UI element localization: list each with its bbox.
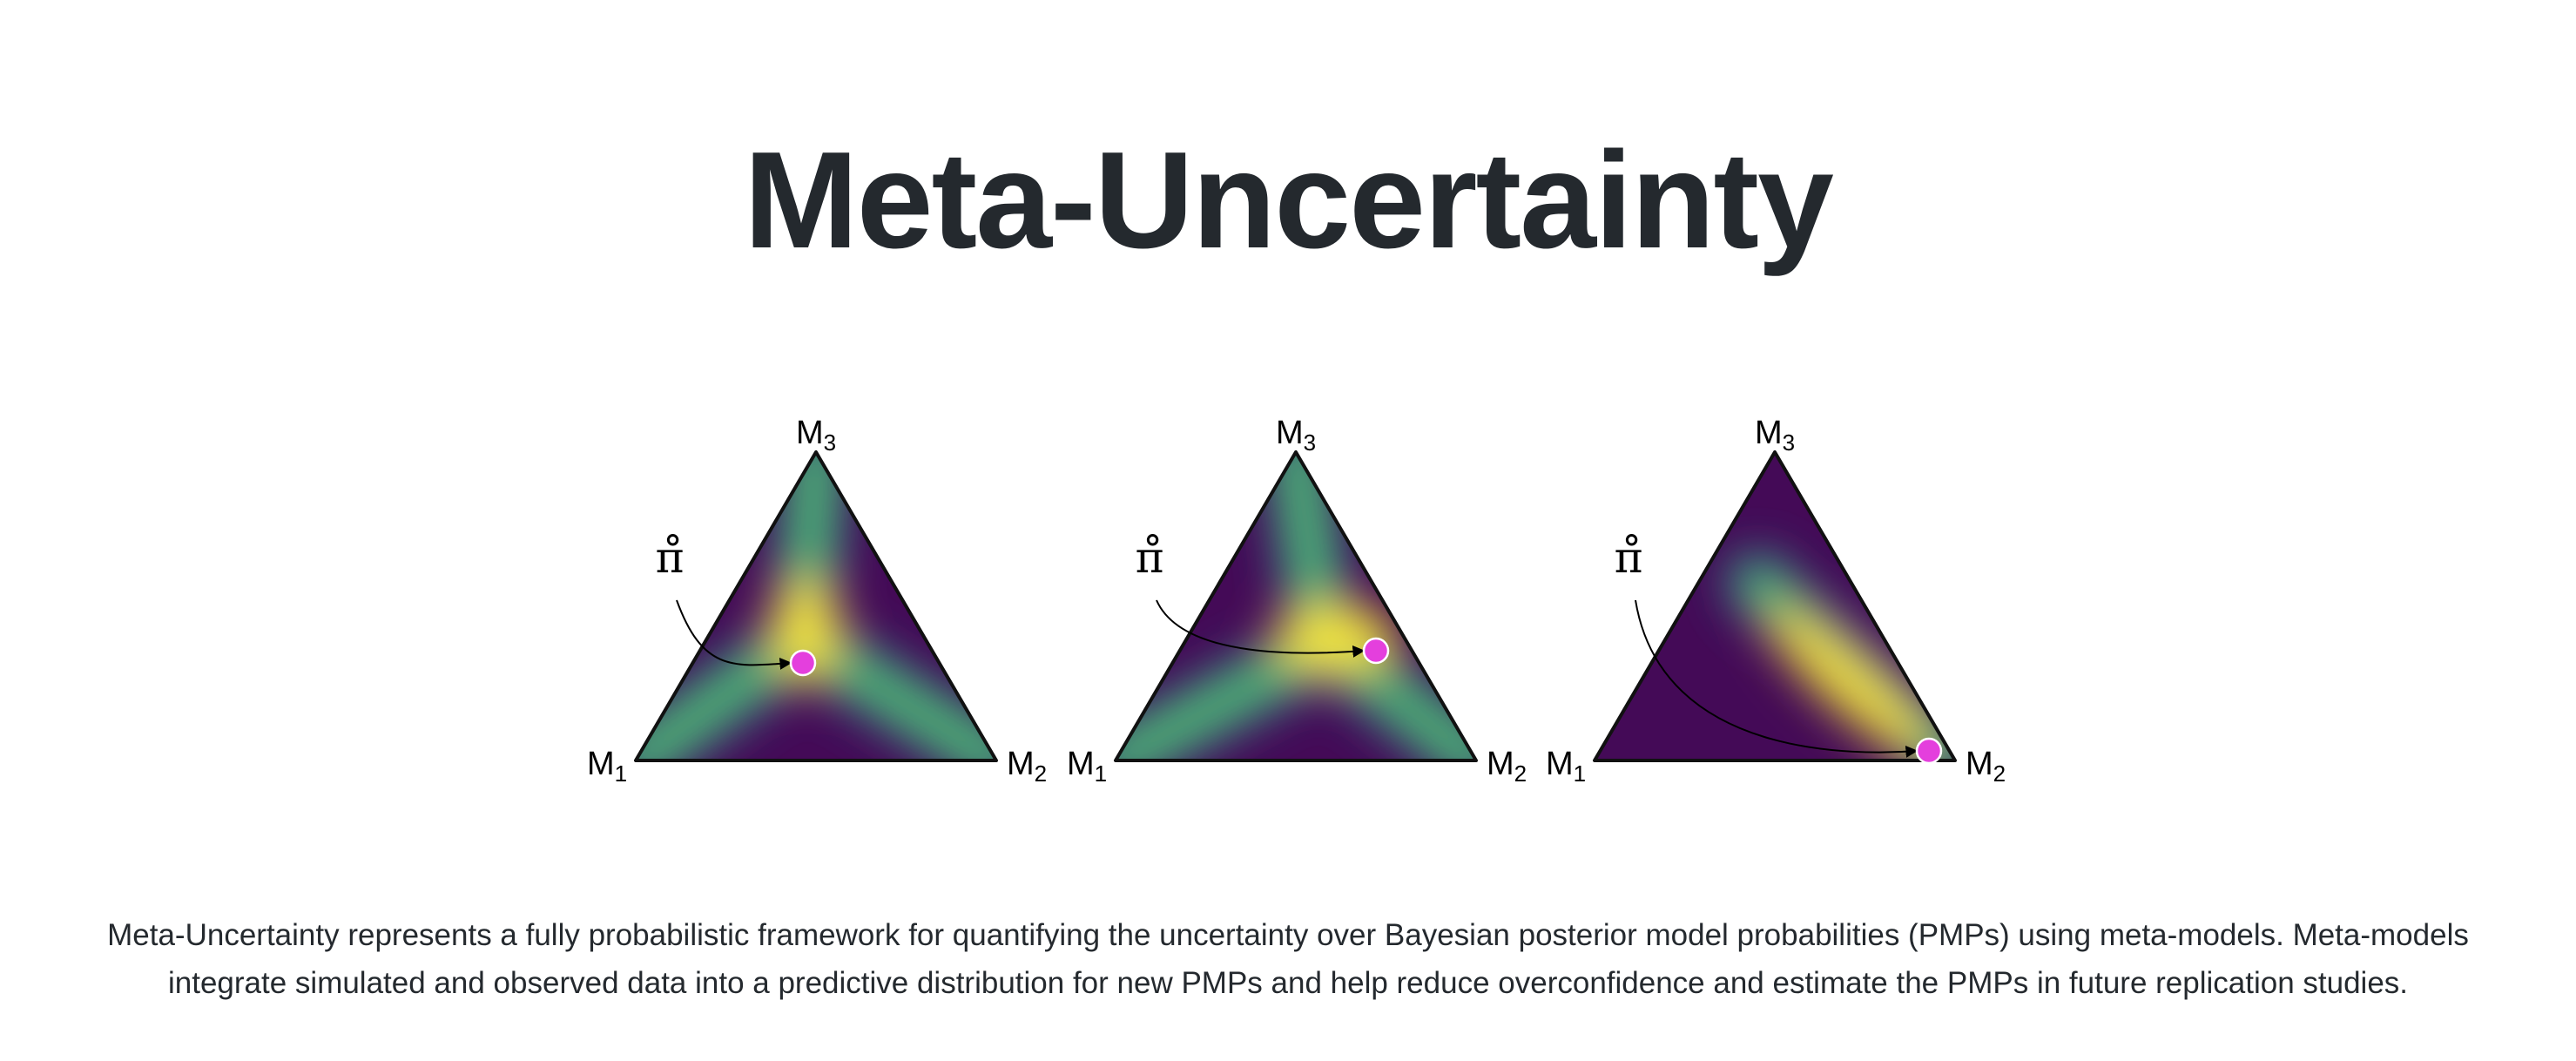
pointer-label: π̊ xyxy=(1136,532,1164,583)
vertex-label: M1 xyxy=(1067,746,1107,787)
pmp-point xyxy=(1362,637,1390,665)
density xyxy=(1595,452,1955,760)
vertex-label: M2 xyxy=(1007,746,1047,787)
vertex-subscript: 1 xyxy=(615,760,627,787)
simplex-edge xyxy=(1114,450,1478,762)
vertex-name: M xyxy=(1755,415,1783,451)
pointer-label: π̊ xyxy=(1615,532,1643,583)
vertex-name: M xyxy=(1546,746,1574,782)
vertex-name: M xyxy=(796,415,824,451)
vertex-name: M xyxy=(1487,746,1514,782)
vertex-subscript: 3 xyxy=(1304,429,1316,456)
vertex-subscript: 2 xyxy=(1035,760,1047,787)
vertex-name: M xyxy=(1007,746,1035,782)
pointer-arrow xyxy=(676,599,792,670)
simplex-edge xyxy=(634,450,998,762)
vertex-name: M xyxy=(1966,746,1993,782)
vertex-subscript: 3 xyxy=(1783,429,1795,456)
pmp-point xyxy=(789,649,817,677)
vertex-subscript: 2 xyxy=(1514,760,1527,787)
vertex-subscript: 3 xyxy=(824,429,836,456)
vertex-label: M1 xyxy=(1546,746,1586,787)
vertex-subscript: 1 xyxy=(1574,760,1586,787)
pointer-arrow xyxy=(1156,599,1366,658)
density xyxy=(636,452,996,760)
vertex-name: M xyxy=(1067,746,1095,782)
vertex-name: M xyxy=(587,746,615,782)
vertex-subscript: 1 xyxy=(1095,760,1107,787)
page-title: Meta-Uncertainty xyxy=(744,124,1834,277)
vertex-label: M2 xyxy=(1966,746,2006,787)
vertex-label: M3 xyxy=(796,415,836,456)
simplex-edge xyxy=(1593,450,1957,762)
density xyxy=(1116,452,1476,760)
pointer-arrow xyxy=(1635,599,1919,758)
vertex-label: M3 xyxy=(1755,415,1795,456)
pmp-point xyxy=(1915,737,1943,765)
pointer-label: π̊ xyxy=(656,532,684,583)
vertex-name: M xyxy=(1276,415,1304,451)
vertex-label: M2 xyxy=(1487,746,1527,787)
vertex-subscript: 2 xyxy=(1993,760,2006,787)
description: Meta-Uncertainty represents a fully prob… xyxy=(107,918,2469,1000)
vertex-label: M3 xyxy=(1276,415,1316,456)
vertex-label: M1 xyxy=(587,746,627,787)
